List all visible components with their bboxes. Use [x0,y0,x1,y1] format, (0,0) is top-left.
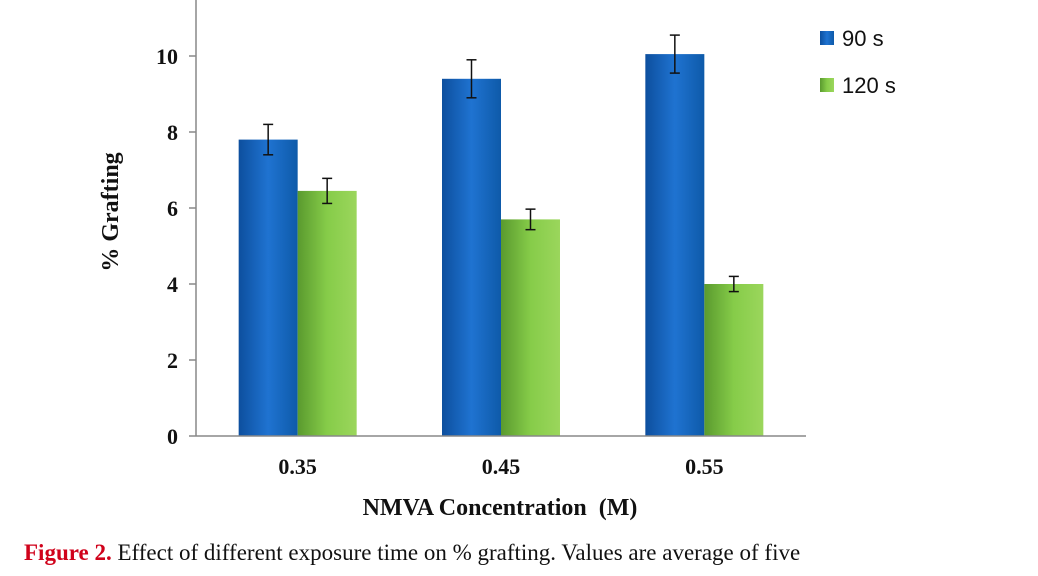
bar-120s-0.55 [704,284,764,436]
legend: 90 s 120 s [820,26,896,98]
y-tick-label: 2 [167,348,178,373]
legend-swatch-90s [820,31,834,45]
y-tick-label: 6 [167,196,178,221]
legend-label-120s: 120 s [842,73,896,98]
bar-90s-0.55 [645,54,705,436]
bar-chart: % Grafting 0 2 4 6 8 10 0.35 0.45 0.55 NMVA Con… [98,0,896,521]
bar-120s-0.45 [501,219,560,436]
legend-label-90s: 90 s [842,26,884,51]
y-axis: 0 2 4 6 8 10 [156,44,196,449]
bar-90s-0.35 [238,139,298,436]
x-tick-label: 0.35 [278,454,317,479]
caption-text: Effect of different exposure time on % g… [111,540,801,565]
bars [238,34,764,437]
figure-label: Figure 2. [24,540,112,565]
bar-120s-0.35 [297,190,357,436]
y-tick-label: 0 [167,424,178,449]
y-tick-label: 8 [167,120,178,145]
bar-90s-0.45 [442,78,501,437]
x-axis-title: NMVA Concentration (M) [363,495,638,521]
figure-caption: Figure 2. Effect of different exposure t… [24,540,1034,566]
x-tick-label: 0.45 [482,454,521,479]
y-tick-label: 10 [156,44,178,69]
x-axis: 0.35 0.45 0.55 [278,454,723,479]
legend-swatch-120s [820,78,834,92]
y-axis-title: % Grafting [98,152,124,271]
x-tick-label: 0.55 [685,454,724,479]
y-tick-label: 4 [167,272,178,297]
